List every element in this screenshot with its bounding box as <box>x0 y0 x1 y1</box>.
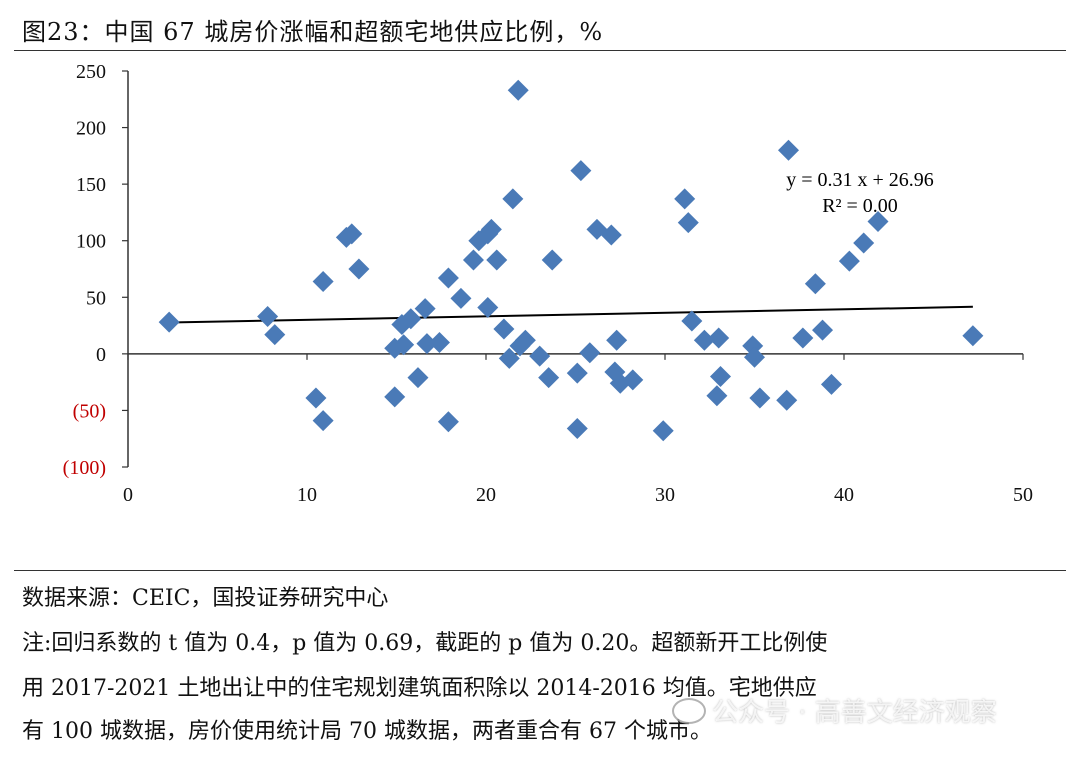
data-points <box>158 79 984 442</box>
scatter-point <box>693 329 715 351</box>
scatter-point <box>838 250 860 272</box>
trendline-equation: y = 0.31 x + 26.96 <box>786 169 934 191</box>
y-tick-label: 50 <box>86 287 106 309</box>
scatter-point <box>570 160 592 182</box>
scatter-point <box>480 218 502 240</box>
scatter-point <box>341 223 363 245</box>
scatter-point <box>498 347 520 369</box>
scatter-point <box>744 346 765 368</box>
scatter-point <box>867 210 889 232</box>
footer-divider <box>14 570 1066 571</box>
scatter-point <box>677 212 699 234</box>
x-tick-label: 20 <box>476 484 496 506</box>
x-tick-label: 30 <box>655 484 675 506</box>
scatter-point <box>158 311 180 333</box>
trendline-group <box>169 305 973 324</box>
scatter-point <box>566 418 588 440</box>
scatter-point <box>348 258 370 280</box>
scatter-point <box>681 310 703 332</box>
y-tick-label: 200 <box>76 118 106 140</box>
scatter-point <box>312 410 334 432</box>
y-tick-label: 150 <box>76 174 106 196</box>
scatter-point <box>652 420 674 442</box>
scatter-point <box>407 367 429 389</box>
note-line-1: 注:回归系数的 t 值为 0.4，p 值为 0.69，截距的 p 值为 0.20… <box>22 631 828 656</box>
y-tick-label: 250 <box>76 61 106 83</box>
scatter-point <box>437 411 459 433</box>
scatter-point <box>749 387 771 409</box>
note-line-2: 用 2017-2021 土地出让中的住宅规划建筑面积除以 2014-2016 均… <box>22 676 817 701</box>
scatter-chart: 250 200 150 100 50 0 (50) (100) 0 10 20 30 40 50 y = … <box>63 61 1033 506</box>
x-tick-label: 0 <box>123 484 133 506</box>
scatter-point <box>305 387 327 409</box>
trendline-annotation: y = 0.31 x + 26.96 R² = 0.00 <box>786 169 934 217</box>
scatter-point <box>529 345 551 367</box>
chart-title: 图23：中国 67 城房价涨幅和超额宅地供应比例，% <box>22 18 604 46</box>
scatter-point <box>477 296 499 318</box>
scatter-point <box>804 273 826 295</box>
scatter-point <box>384 386 406 408</box>
y-tick-label: 100 <box>76 231 106 253</box>
scatter-point <box>708 327 730 349</box>
chart-axes: 250 200 150 100 50 0 (50) (100) 0 10 20 30 40 50 <box>63 61 1033 506</box>
scatter-point <box>414 298 436 320</box>
watermark-text: 公众号 · 高善文经济观察 <box>712 698 997 728</box>
scatter-point <box>486 249 508 271</box>
scatter-point <box>257 306 279 328</box>
scatter-point <box>507 79 529 101</box>
x-tick-label: 50 <box>1013 484 1033 506</box>
scatter-point <box>709 365 731 387</box>
wechat-icon <box>672 697 706 724</box>
scatter-point <box>493 318 515 340</box>
scatter-point <box>416 333 438 355</box>
scatter-point <box>853 232 875 254</box>
scatter-point <box>312 270 334 292</box>
scatter-point <box>674 188 696 210</box>
scatter-point <box>437 267 459 289</box>
scatter-point <box>428 332 450 354</box>
watermark: 公众号 · 高善文经济观察 <box>672 692 997 729</box>
scatter-point <box>566 362 588 384</box>
scatter-point <box>514 329 536 351</box>
scatter-point <box>264 324 286 346</box>
data-source: 数据来源：CEIC，国投证券研究中心 <box>22 586 389 611</box>
scatter-point <box>600 224 622 246</box>
x-tick-label: 10 <box>297 484 317 506</box>
scatter-point <box>400 308 422 330</box>
scatter-point <box>606 329 628 351</box>
trendline <box>169 305 973 324</box>
scatter-point <box>502 188 524 210</box>
y-tick-label: (50) <box>73 400 106 422</box>
scatter-point <box>622 369 644 391</box>
title-divider <box>14 50 1066 51</box>
scatter-point <box>792 327 814 349</box>
y-tick-label: (100) <box>63 457 106 479</box>
scatter-point <box>776 389 798 411</box>
note-line-3: 有 100 城数据，房价使用统计局 70 城数据，两者重合有 67 个城市。 <box>22 719 712 744</box>
x-tick-label: 40 <box>834 484 854 506</box>
scatter-point <box>812 319 834 341</box>
scatter-point <box>579 342 601 364</box>
scatter-point <box>393 334 415 356</box>
trendline-r-squared: R² = 0.00 <box>822 195 898 217</box>
scatter-point <box>706 385 728 407</box>
scatter-point <box>778 139 800 161</box>
scatter-point <box>820 373 842 395</box>
scatter-point <box>450 287 472 309</box>
y-tick-label: 0 <box>96 344 106 366</box>
scatter-point <box>962 325 984 347</box>
scatter-point <box>541 249 563 271</box>
scatter-point <box>538 367 560 389</box>
scatter-point <box>462 249 484 271</box>
